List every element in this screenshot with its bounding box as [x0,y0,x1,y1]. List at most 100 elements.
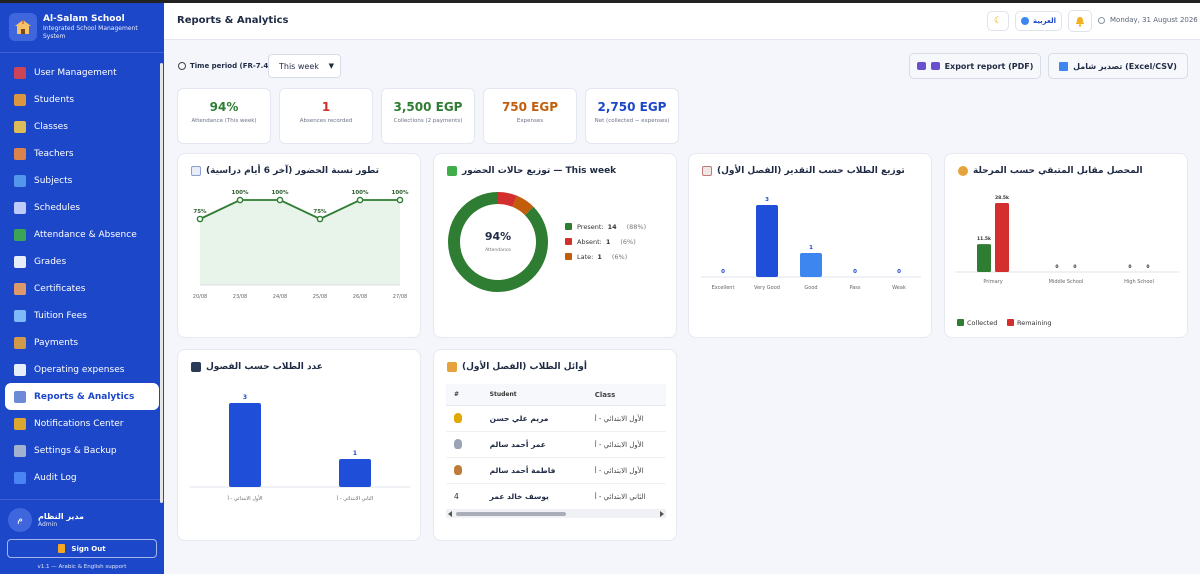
sidebar-item-reports-analytics[interactable]: Reports & Analytics [5,383,159,410]
bar-value-label: 1 [809,245,813,251]
attendance-trend-title: تطور نسبة الحضور (آخر 6 أيام دراسية) [191,166,379,176]
sidebar-item-label: Attendance & Absence [34,229,137,240]
sidebar-scrollbar[interactable] [160,63,163,503]
top-header: Reports & Analytics ☾ العربية Monday, 31… [164,3,1200,40]
export-pdf-button[interactable]: Export report (PDF) [909,53,1041,79]
grades-icon [14,255,26,268]
export-excel-button[interactable]: تصدير شامل (Excel/CSV) [1048,53,1188,79]
sidebar-item-attendance-absence[interactable]: Attendance & Absence [5,221,159,248]
legend-swatch [1007,319,1014,326]
rank-cell [446,412,490,425]
sidebar-item-subjects[interactable]: Subjects [5,167,159,194]
sidebar-item-grades[interactable]: Grades [5,248,159,275]
student-name-cell: فاطمة أحمد سالم [489,466,556,475]
check-icon [447,166,457,176]
scrollbar-thumb [456,512,566,516]
sidebar-item-user-management[interactable]: User Management [5,59,159,86]
rank-cell [446,438,490,451]
legend-swatch [565,238,572,245]
kpi-label: Attendance (This week) [191,118,257,124]
kpi-value: 1 [321,100,331,114]
x-tick-label: Very Good [754,285,780,291]
sidebar-item-notifications-center[interactable]: Notifications Center [5,410,159,437]
table-row[interactable]: مريم علي حسن الأول الابتدائي - أ [446,406,666,432]
data-label: 100% [272,190,289,196]
sidebar-item-teachers[interactable]: Teachers [5,140,159,167]
app-subtitle: Integrated School Management System [43,25,138,40]
collected-remaining-chart: 11.5k 28.5k Primary 0 0 Middle School 0 0 High S… [955,195,1179,327]
data-point [396,196,404,204]
sidebar-item-operating-expenses[interactable]: Operating expenses [5,356,159,383]
legend-swatch [957,319,964,326]
table-row[interactable]: فاطمة أحمد سالم الأول الابتدائي - أ [446,458,666,484]
x-tick-label: Weak [892,285,906,291]
period-filter-label: Time period (FR-7.4): [178,62,274,70]
chevron-down-icon: ▼ [328,62,334,70]
attendance-area [200,200,400,285]
legend-label: Late: [577,252,594,261]
col-header-class: Class [594,390,616,399]
sidebar-item-students[interactable]: Students [5,86,159,113]
current-date: Monday, 31 August 2026 [1110,16,1198,24]
attendance-trend-card: تطور نسبة الحضور (آخر 6 أيام دراسية) 75%… [177,153,421,338]
sign-out-button[interactable]: Sign Out [7,539,157,558]
bronze-medal-icon [454,464,462,475]
sidebar-item-certificates[interactable]: Certificates [5,275,159,302]
student-name-cell: يوسف خالد عمر [489,492,549,501]
table-horizontal-scrollbar[interactable] [446,510,666,518]
sidebar-item-settings-backup[interactable]: Settings & Backup [5,437,159,464]
language-button[interactable]: العربية [1015,11,1062,31]
legend-count: 1 [597,252,602,261]
sidebar-item-payments[interactable]: Payments [5,329,159,356]
x-tick-label: 20/08 [193,294,207,300]
x-tick-label: Good [804,285,817,291]
student-name-cell: مريم علي حسن [489,414,549,423]
bar-value-label: 0 [1073,264,1076,270]
data-label: 100% [232,190,249,196]
legend-count: 1 [605,237,611,246]
bell-icon [14,417,26,430]
app-name: Al-Salam School [43,14,125,24]
calendar-icon [1098,17,1105,24]
collected-remaining-title: المحصل مقابل المتبقي حسب المرحلة [958,166,1143,176]
books-icon [14,174,26,187]
donut-slice [497,192,518,207]
bar-value-label: 28.5k [995,195,1010,201]
legend-item: Late: 1 (6%) [565,249,646,264]
table-row[interactable]: عمر أحمد سالم الأول الابتدائي - أ [446,432,666,458]
sidebar-item-schedules[interactable]: Schedules [5,194,159,221]
gold-medal-icon [454,412,462,423]
users-icon [14,66,26,79]
bar-collected [977,244,991,272]
top-students-title-text: أوائل الطلاب (الفصل الأول) [462,362,587,372]
x-tick-label: Pass [849,285,860,291]
kpi-card: 3,500 EGP Collections (2 payments) [381,88,475,144]
rank-cell [446,464,490,477]
x-tick-label: 26/08 [353,294,367,300]
bar-value-label: 0 [897,269,901,275]
period-select[interactable]: This week ▼ [268,54,341,78]
export-excel-label: تصدير شامل (Excel/CSV) [1073,61,1177,71]
brand: Al-Salam School Integrated School Manage… [0,3,164,53]
attendance-line [199,199,400,220]
student-icon [14,93,26,106]
sidebar-item-tuition-fees[interactable]: Tuition Fees [5,302,159,329]
kpi-label: Expenses [516,118,544,124]
sidebar-item-classes[interactable]: Classes [5,113,159,140]
card-icon [14,309,26,322]
sidebar-item-label: Audit Log [34,472,77,483]
bar-value-label: 0 [1146,264,1149,270]
legend-swatch [565,223,572,230]
kpi-value: 750 EGP [501,100,559,114]
user-profile[interactable]: م مدير النظام Admin [0,500,164,536]
sidebar-item-audit-log[interactable]: Audit Log [5,464,159,491]
sidebar-item-label: User Management [34,67,117,78]
theme-toggle-button[interactable]: ☾ [987,11,1009,31]
legend-percent: (88%) [626,222,647,231]
notifications-button[interactable] [1068,10,1092,32]
table-row[interactable]: 4 يوسف خالد عمر الثاني الابتدائي - أ [446,484,666,510]
sidebar-item-label: Classes [34,121,68,132]
donut-center-label: Attendance [485,247,511,253]
data-label: 75% [313,209,327,215]
shield-icon [14,471,26,484]
